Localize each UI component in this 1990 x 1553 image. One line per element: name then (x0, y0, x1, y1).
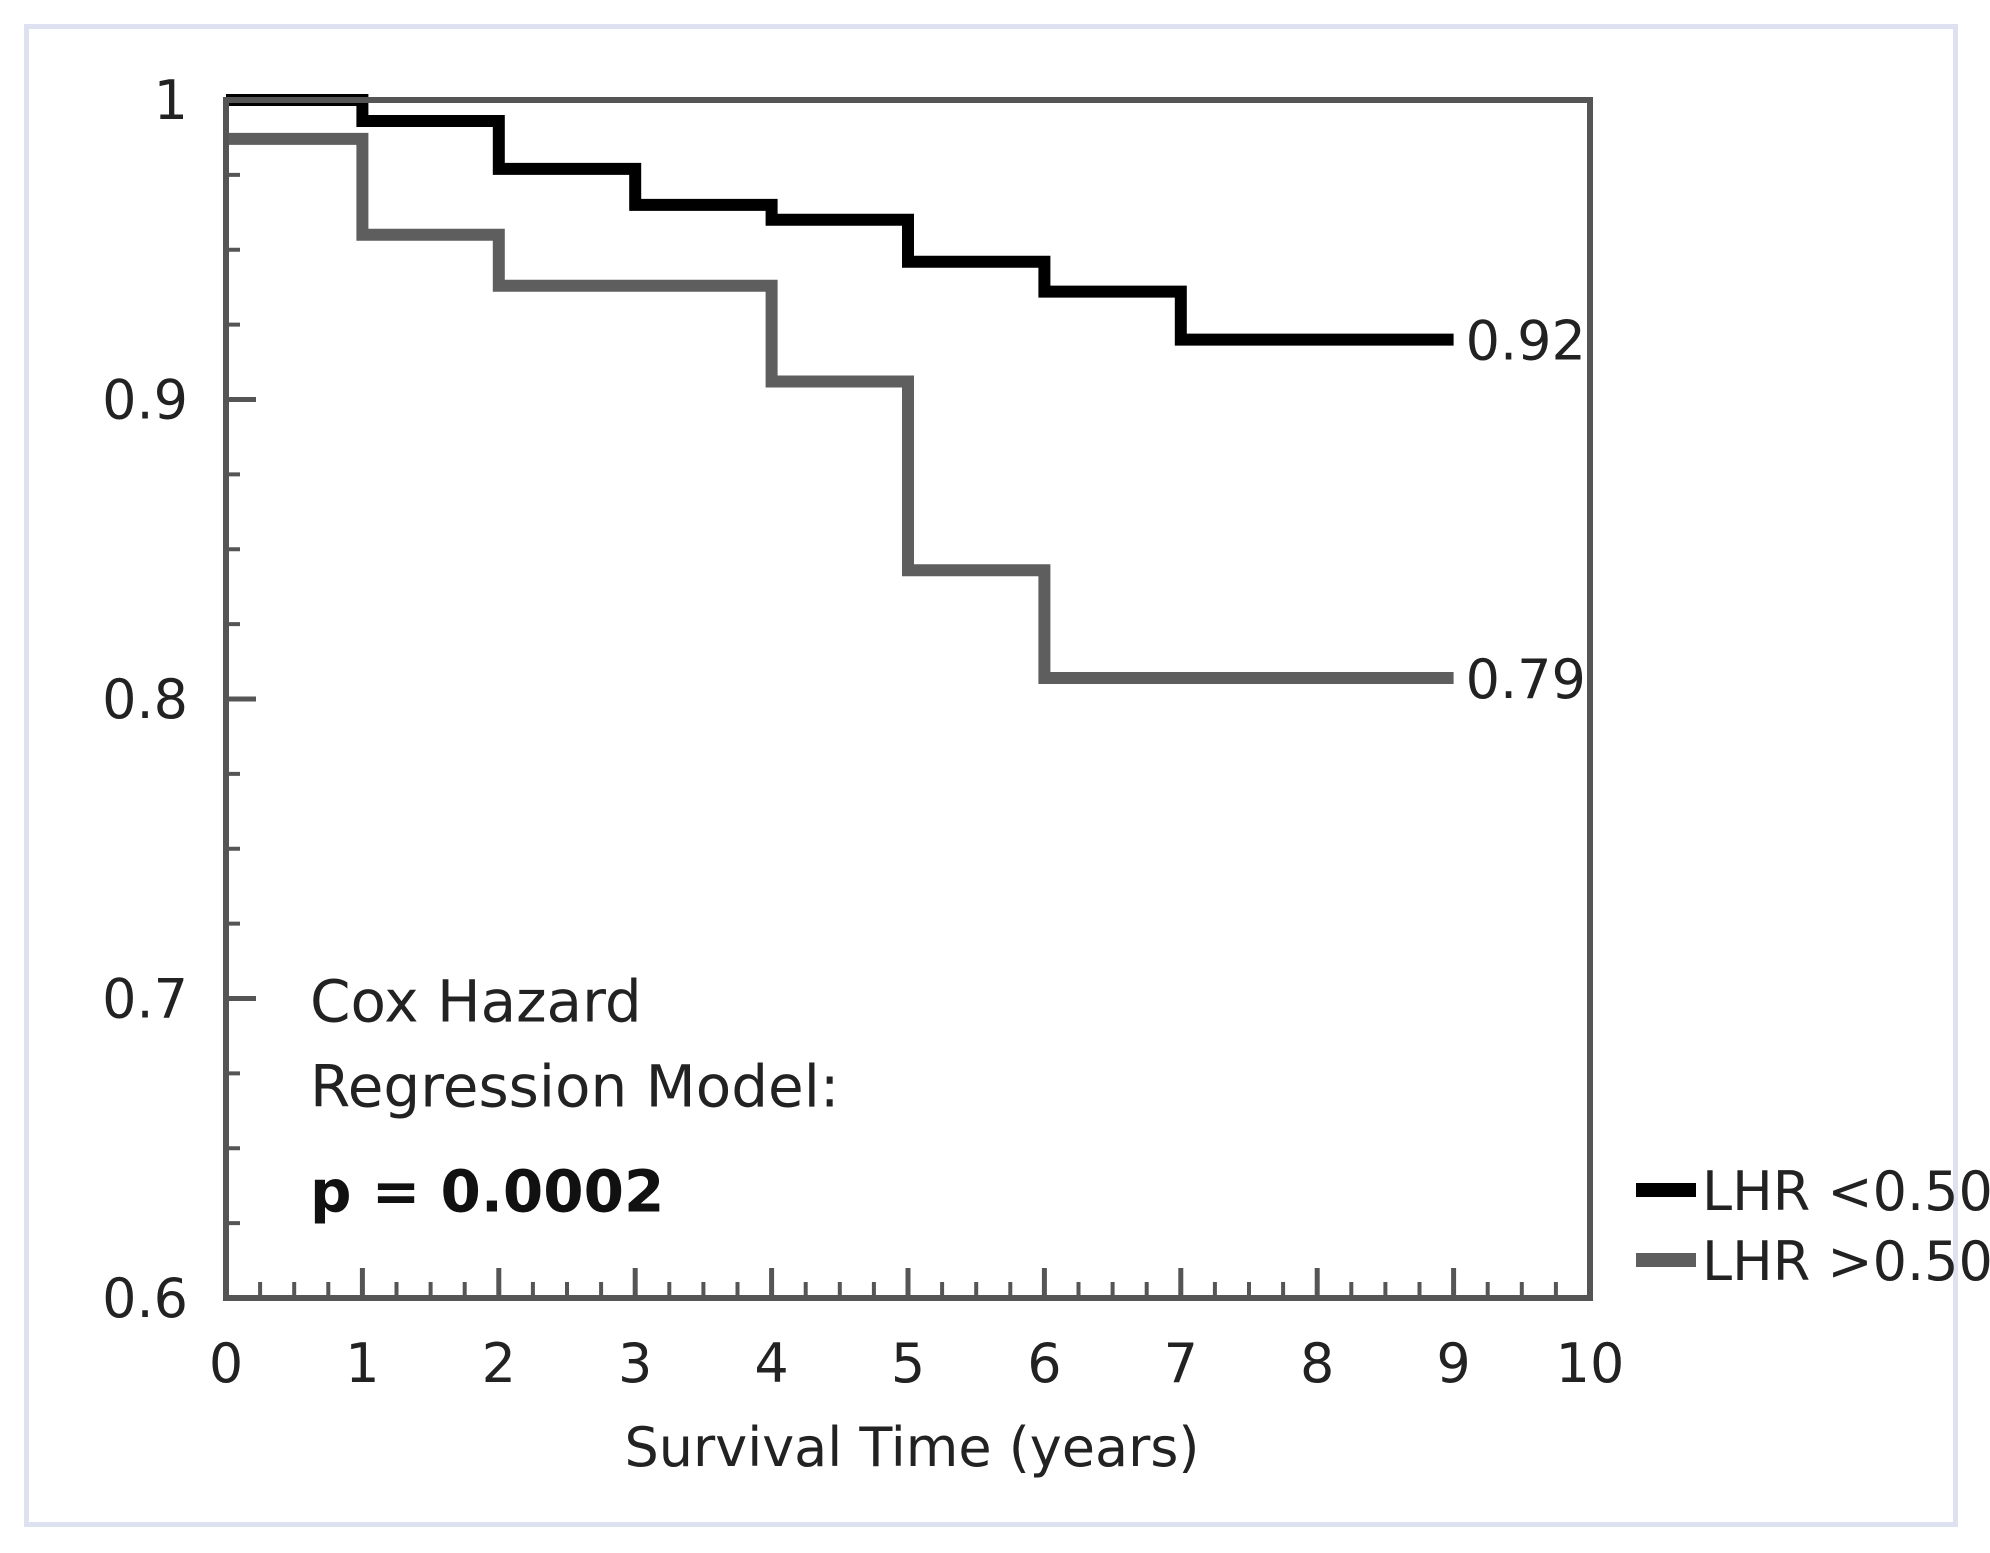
series-end-label: 0.79 (1466, 648, 1586, 711)
x-tick-label: 6 (1027, 1332, 1061, 1395)
plot-border (223, 97, 1593, 1301)
x-tick-label: 2 (482, 1332, 516, 1395)
y-tick-label: 0.8 (102, 668, 188, 731)
series-line-2 (226, 132, 1454, 685)
end-labels: 0.92 0.79 (1466, 310, 1586, 711)
y-tick-label: 0.9 (102, 369, 188, 432)
x-tick-label: 0 (209, 1332, 243, 1395)
x-tick-label: 1 (345, 1332, 379, 1395)
x-axis-title: Survival Time (years) (625, 1416, 1200, 1479)
figure-frame (24, 24, 1958, 1527)
series-line-1 (226, 94, 1454, 346)
annotation-line-2: Regression Model: (310, 1053, 839, 1121)
y-tick-label: 1 (154, 69, 188, 132)
y-tick-label: 0.7 (102, 968, 188, 1031)
legend-label: LHR >0.50 (1702, 1230, 1990, 1293)
legend: LHR <0.50 LHR >0.50 (1636, 1160, 1990, 1293)
x-tick-label: 7 (1164, 1332, 1198, 1395)
legend-label: LHR <0.50 (1702, 1160, 1990, 1223)
x-axis: 0 1 2 3 4 5 6 7 8 9 10 (209, 1332, 1625, 1395)
x-tick-label: 3 (618, 1332, 652, 1395)
series-end-label: 0.92 (1466, 310, 1586, 373)
x-tick-label: 8 (1300, 1332, 1334, 1395)
annotation-line-1: Cox Hazard (310, 968, 642, 1036)
series-layer (226, 94, 1454, 685)
y-tick-label: 0.6 (102, 1267, 188, 1330)
x-tick-label: 10 (1556, 1332, 1625, 1395)
x-tick-label: 9 (1436, 1332, 1470, 1395)
p-value-annotation: p = 0.0002 (310, 1158, 664, 1226)
x-tick-label: 4 (754, 1332, 788, 1395)
y-axis: 0.6 0.7 0.8 0.9 1 (102, 69, 188, 1330)
x-tick-label: 5 (891, 1332, 925, 1395)
